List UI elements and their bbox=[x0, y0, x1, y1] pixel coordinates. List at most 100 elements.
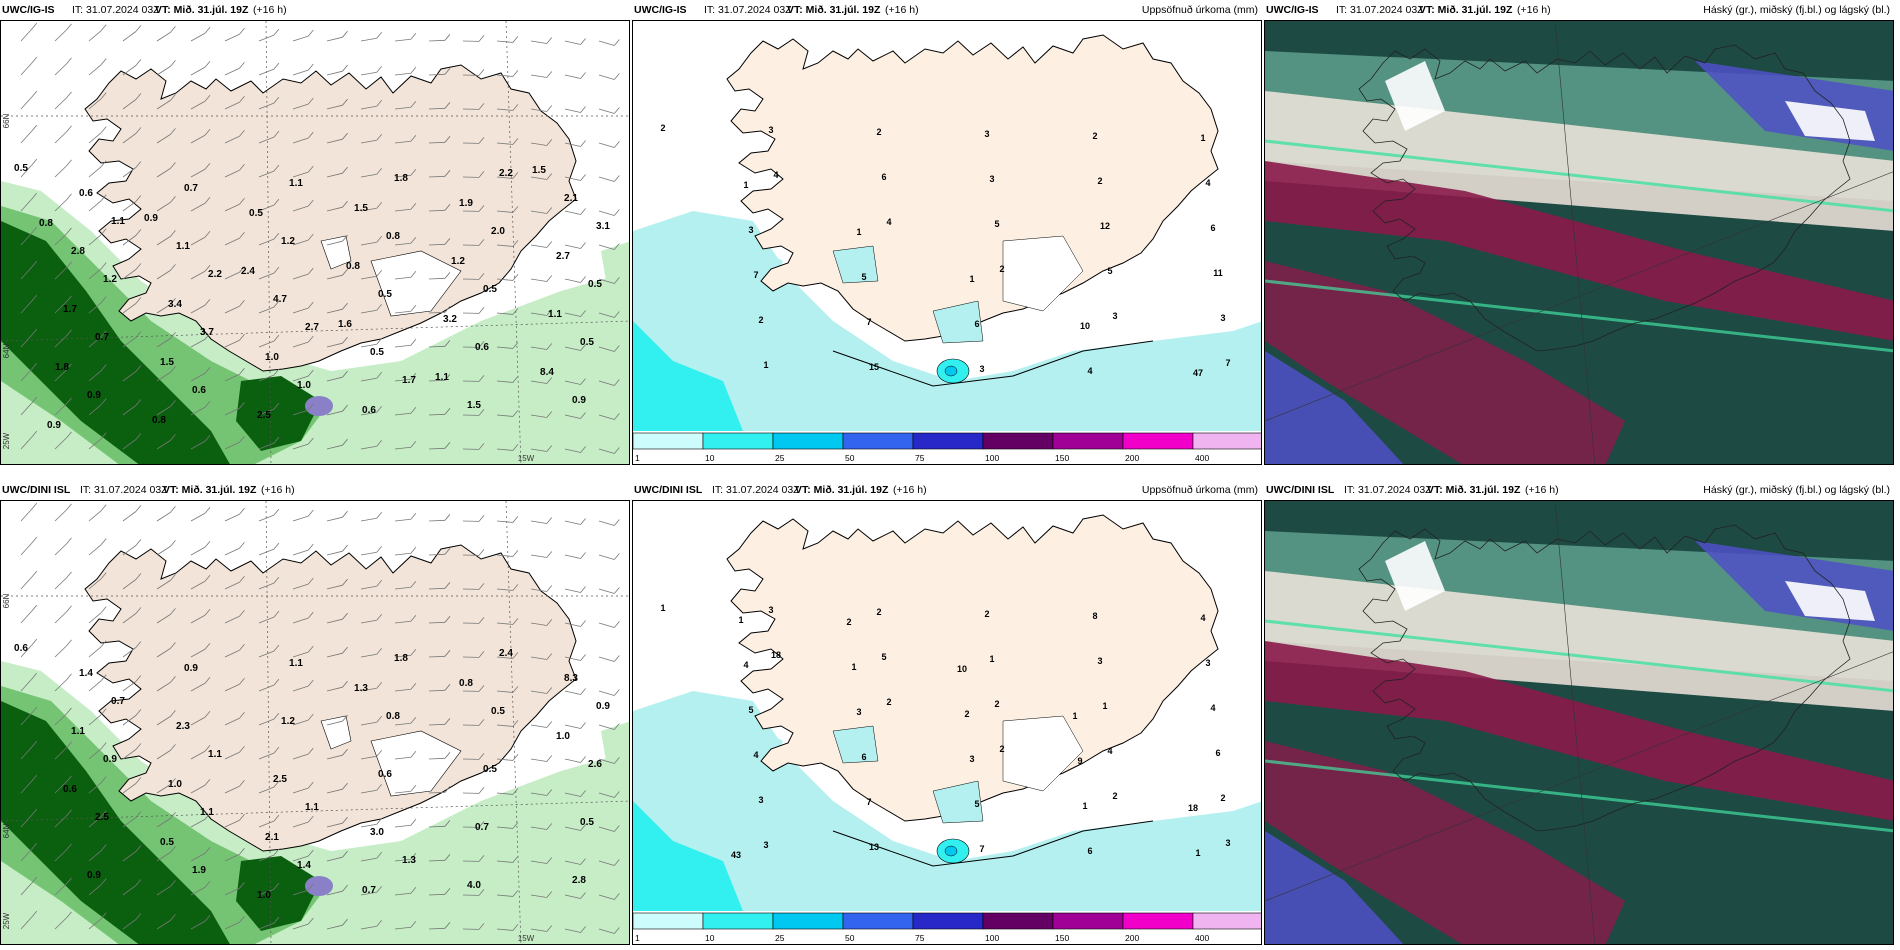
wind-barb-flag bbox=[512, 36, 519, 43]
wind-barb-flag bbox=[546, 139, 553, 146]
wind-barb-flag bbox=[410, 339, 417, 346]
wind-barb-flag bbox=[31, 430, 38, 438]
colorbar-tick: 200 bbox=[1125, 933, 1139, 943]
rain-rate-label: 0.6 bbox=[63, 784, 77, 795]
wind-barb bbox=[394, 756, 411, 760]
wind-barb-flag bbox=[376, 885, 383, 893]
wind-barb-flag bbox=[444, 136, 451, 143]
wind-barb-flag bbox=[478, 549, 485, 556]
rain-rate-label: 1.2 bbox=[103, 274, 117, 285]
wind-barb bbox=[88, 782, 102, 794]
wind-barb bbox=[564, 40, 581, 45]
wind-barb bbox=[88, 850, 102, 862]
wind-barb-flag bbox=[273, 130, 280, 138]
wind-barb bbox=[530, 622, 547, 626]
wind-barb bbox=[326, 274, 343, 280]
wind-barb-flag bbox=[170, 332, 176, 339]
wind-barb bbox=[258, 102, 275, 110]
wind-barb-flag bbox=[135, 505, 142, 512]
wind-barb-flag bbox=[444, 582, 451, 589]
wind-barb bbox=[530, 414, 547, 418]
wind-barb-flag bbox=[614, 39, 620, 46]
wind-barb bbox=[394, 892, 411, 896]
accum-label: 18 bbox=[771, 650, 781, 660]
wind-barb bbox=[598, 74, 615, 80]
wind-barb-flag bbox=[478, 821, 485, 828]
wind-barb-flag bbox=[239, 27, 245, 35]
wind-barb bbox=[156, 716, 171, 726]
wind-barb-flag bbox=[444, 514, 451, 521]
wind-barb-flag bbox=[342, 336, 348, 344]
wind-barb-flag bbox=[273, 712, 280, 720]
wind-barb-flag bbox=[31, 362, 38, 370]
wind-barb-flag bbox=[239, 711, 245, 719]
wind-barb-flag bbox=[478, 753, 485, 760]
wind-barb-flag bbox=[307, 577, 314, 585]
wind-barb bbox=[428, 791, 446, 794]
wind-barb bbox=[326, 376, 343, 382]
colorbar: 1 10 25 50 75 100 150 200 400 bbox=[633, 432, 1261, 463]
wind-barb-flag bbox=[410, 169, 417, 176]
wind-barb bbox=[530, 758, 547, 762]
wind-barb bbox=[20, 746, 33, 760]
wind-barb bbox=[598, 108, 615, 114]
wind-barb-flag bbox=[239, 265, 245, 273]
precip-map: 2 4 4 2 3 7 3 6 5 5 3 1 2 3 12 11 2 15 3 2 6 7 7 3 2 4 3 5 6 4 1 1 1 1 10 4… bbox=[632, 20, 1262, 465]
wind-barb-flag bbox=[410, 441, 417, 448]
wind-barb-flag bbox=[307, 543, 314, 551]
wind-barb bbox=[360, 411, 377, 416]
wind-barb bbox=[190, 716, 206, 726]
wind-barb-flag bbox=[614, 345, 620, 352]
wind-barb-flag bbox=[342, 646, 348, 654]
wind-barb bbox=[428, 893, 446, 896]
accum-label: 1 bbox=[738, 615, 743, 625]
wind-barb bbox=[122, 269, 137, 280]
glacier bbox=[370, 730, 462, 797]
wind-barb-flag bbox=[546, 309, 553, 316]
rain-rate-label: 0.7 bbox=[362, 885, 376, 896]
wind-barb-flag bbox=[512, 822, 519, 829]
contour-line bbox=[832, 340, 1154, 387]
precip-shade-light bbox=[693, 721, 783, 771]
wind-barb bbox=[598, 346, 615, 352]
wind-barb-flag bbox=[273, 266, 280, 274]
cloud-clear-band bbox=[1265, 91, 1893, 231]
wind-barb bbox=[394, 586, 411, 590]
rain-rate-label: 0.5 bbox=[378, 289, 392, 300]
wind-barb-flag bbox=[100, 330, 107, 337]
wind-barb-flag bbox=[135, 573, 142, 580]
wind-barb-flag bbox=[66, 673, 72, 681]
wind-barb-flag bbox=[512, 70, 519, 77]
wind-barb-flag bbox=[444, 170, 451, 177]
wind-barb bbox=[360, 343, 377, 348]
accum-label: 2 bbox=[1097, 176, 1102, 186]
wind-barb-flag bbox=[31, 536, 38, 544]
wind-barb bbox=[564, 414, 581, 419]
wind-barb-flag bbox=[478, 35, 485, 42]
wind-barb bbox=[122, 133, 137, 144]
wind-barb bbox=[360, 891, 377, 896]
accum-label: 2 bbox=[876, 127, 881, 137]
wind-barb bbox=[530, 142, 547, 146]
wind-barb-flag bbox=[204, 507, 211, 514]
wind-barb-flag bbox=[342, 714, 348, 722]
wind-barb-flag bbox=[31, 328, 38, 336]
wind-barb bbox=[292, 205, 309, 212]
wind-barb bbox=[190, 168, 206, 178]
wind-barb-flag bbox=[546, 377, 553, 384]
wind-barb bbox=[224, 887, 240, 896]
wind-barb bbox=[258, 34, 275, 42]
wind-barb bbox=[326, 410, 343, 416]
wind-barb-flag bbox=[512, 618, 519, 625]
wind-barb bbox=[190, 100, 206, 110]
wind-barb bbox=[598, 622, 615, 628]
it-value: 31.07.2024 03Z bbox=[86, 4, 160, 16]
wind-barb-flag bbox=[135, 879, 142, 886]
rain-rate-label: 0.7 bbox=[95, 332, 109, 343]
wind-barb bbox=[156, 920, 171, 930]
wind-barb-flag bbox=[342, 850, 348, 858]
wind-barb bbox=[156, 546, 171, 556]
wind-barb-flag bbox=[546, 551, 553, 558]
wind-barb bbox=[394, 140, 411, 144]
wind-barb-flag bbox=[307, 403, 314, 411]
